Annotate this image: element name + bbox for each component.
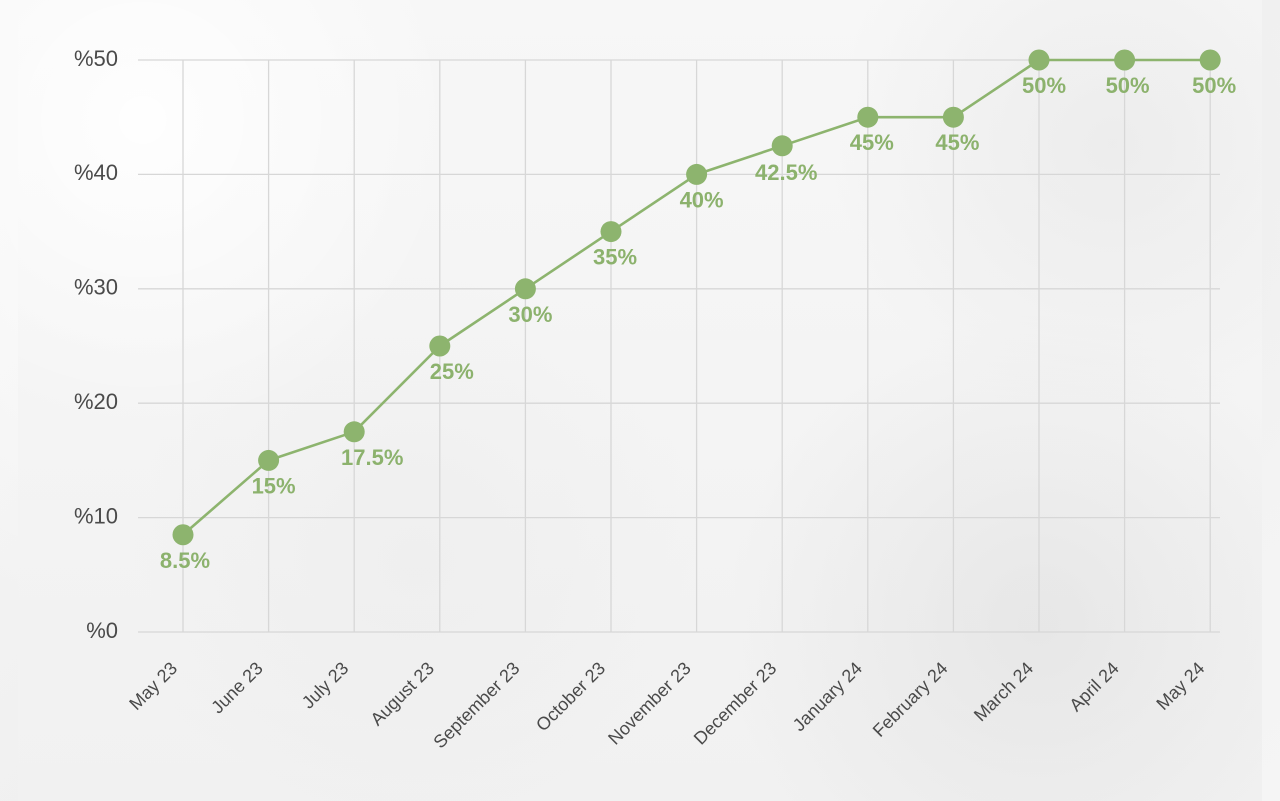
- y-tick-label-1: %10: [74, 503, 118, 528]
- x-tick-label-11: April 24: [1065, 658, 1122, 715]
- paper-background: [18, 0, 1262, 801]
- x-tick-label-10: March 24: [970, 658, 1037, 725]
- y-tick-label-3: %30: [74, 275, 118, 300]
- data-label-9: 45%: [935, 130, 979, 155]
- x-tick-label-3: August 23: [367, 658, 438, 729]
- data-label-2: 17.5%: [341, 445, 403, 470]
- data-label-7: 42.5%: [755, 160, 817, 185]
- x-tick-label-8: January 24: [789, 658, 866, 735]
- y-tick-label-5: %50: [74, 46, 118, 71]
- series-layer: [172, 49, 1221, 546]
- data-label-3: 25%: [430, 359, 474, 384]
- data-point-12: [1199, 49, 1221, 71]
- data-label-10: 50%: [1022, 73, 1066, 98]
- y-tick-label-0: %0: [86, 618, 118, 643]
- x-tick-label-7: December 23: [690, 658, 781, 749]
- data-point-9: [942, 106, 964, 128]
- data-point-5: [600, 221, 622, 243]
- x-tick-label-5: October 23: [532, 658, 609, 735]
- data-label-0: 8.5%: [160, 548, 210, 573]
- data-point-11: [1114, 49, 1136, 71]
- data-point-8: [857, 106, 879, 128]
- data-point-1: [258, 449, 280, 471]
- x-tick-label-2: July 23: [298, 658, 352, 712]
- data-label-12: 50%: [1192, 73, 1236, 98]
- data-label-4: 30%: [508, 302, 552, 327]
- data-point-6: [686, 163, 708, 185]
- x-tick-label-1: June 23: [207, 658, 266, 717]
- x-tick-label-12: May 24: [1153, 658, 1209, 714]
- data-label-5: 35%: [593, 245, 637, 270]
- label-layer: 8.5% 15% 17.5% 25% 30% 35% 40% 42.5% 45% 45% 50% 50…: [160, 73, 1236, 573]
- data-point-10: [1028, 49, 1050, 71]
- data-label-8: 45%: [850, 130, 894, 155]
- data-label-6: 40%: [680, 187, 724, 212]
- x-tick-label-0: May 23: [125, 658, 181, 714]
- x-tick-label-9: February 24: [869, 658, 952, 741]
- data-point-7: [771, 135, 793, 157]
- data-point-3: [429, 335, 451, 357]
- axis-layer: %0 %10 %20 %30 %40 %50 May 23 June 23 July 23 Aug…: [74, 46, 1208, 752]
- data-point-0: [172, 524, 194, 546]
- x-tick-label-6: November 23: [604, 658, 695, 749]
- grid-layer: [138, 59, 1220, 633]
- x-tick-label-4: September 23: [429, 658, 523, 752]
- y-tick-label-2: %20: [74, 389, 118, 414]
- data-point-2: [343, 421, 365, 443]
- data-label-11: 50%: [1106, 73, 1150, 98]
- y-tick-label-4: %40: [74, 160, 118, 185]
- data-label-1: 15%: [252, 473, 296, 498]
- data-point-4: [514, 278, 536, 300]
